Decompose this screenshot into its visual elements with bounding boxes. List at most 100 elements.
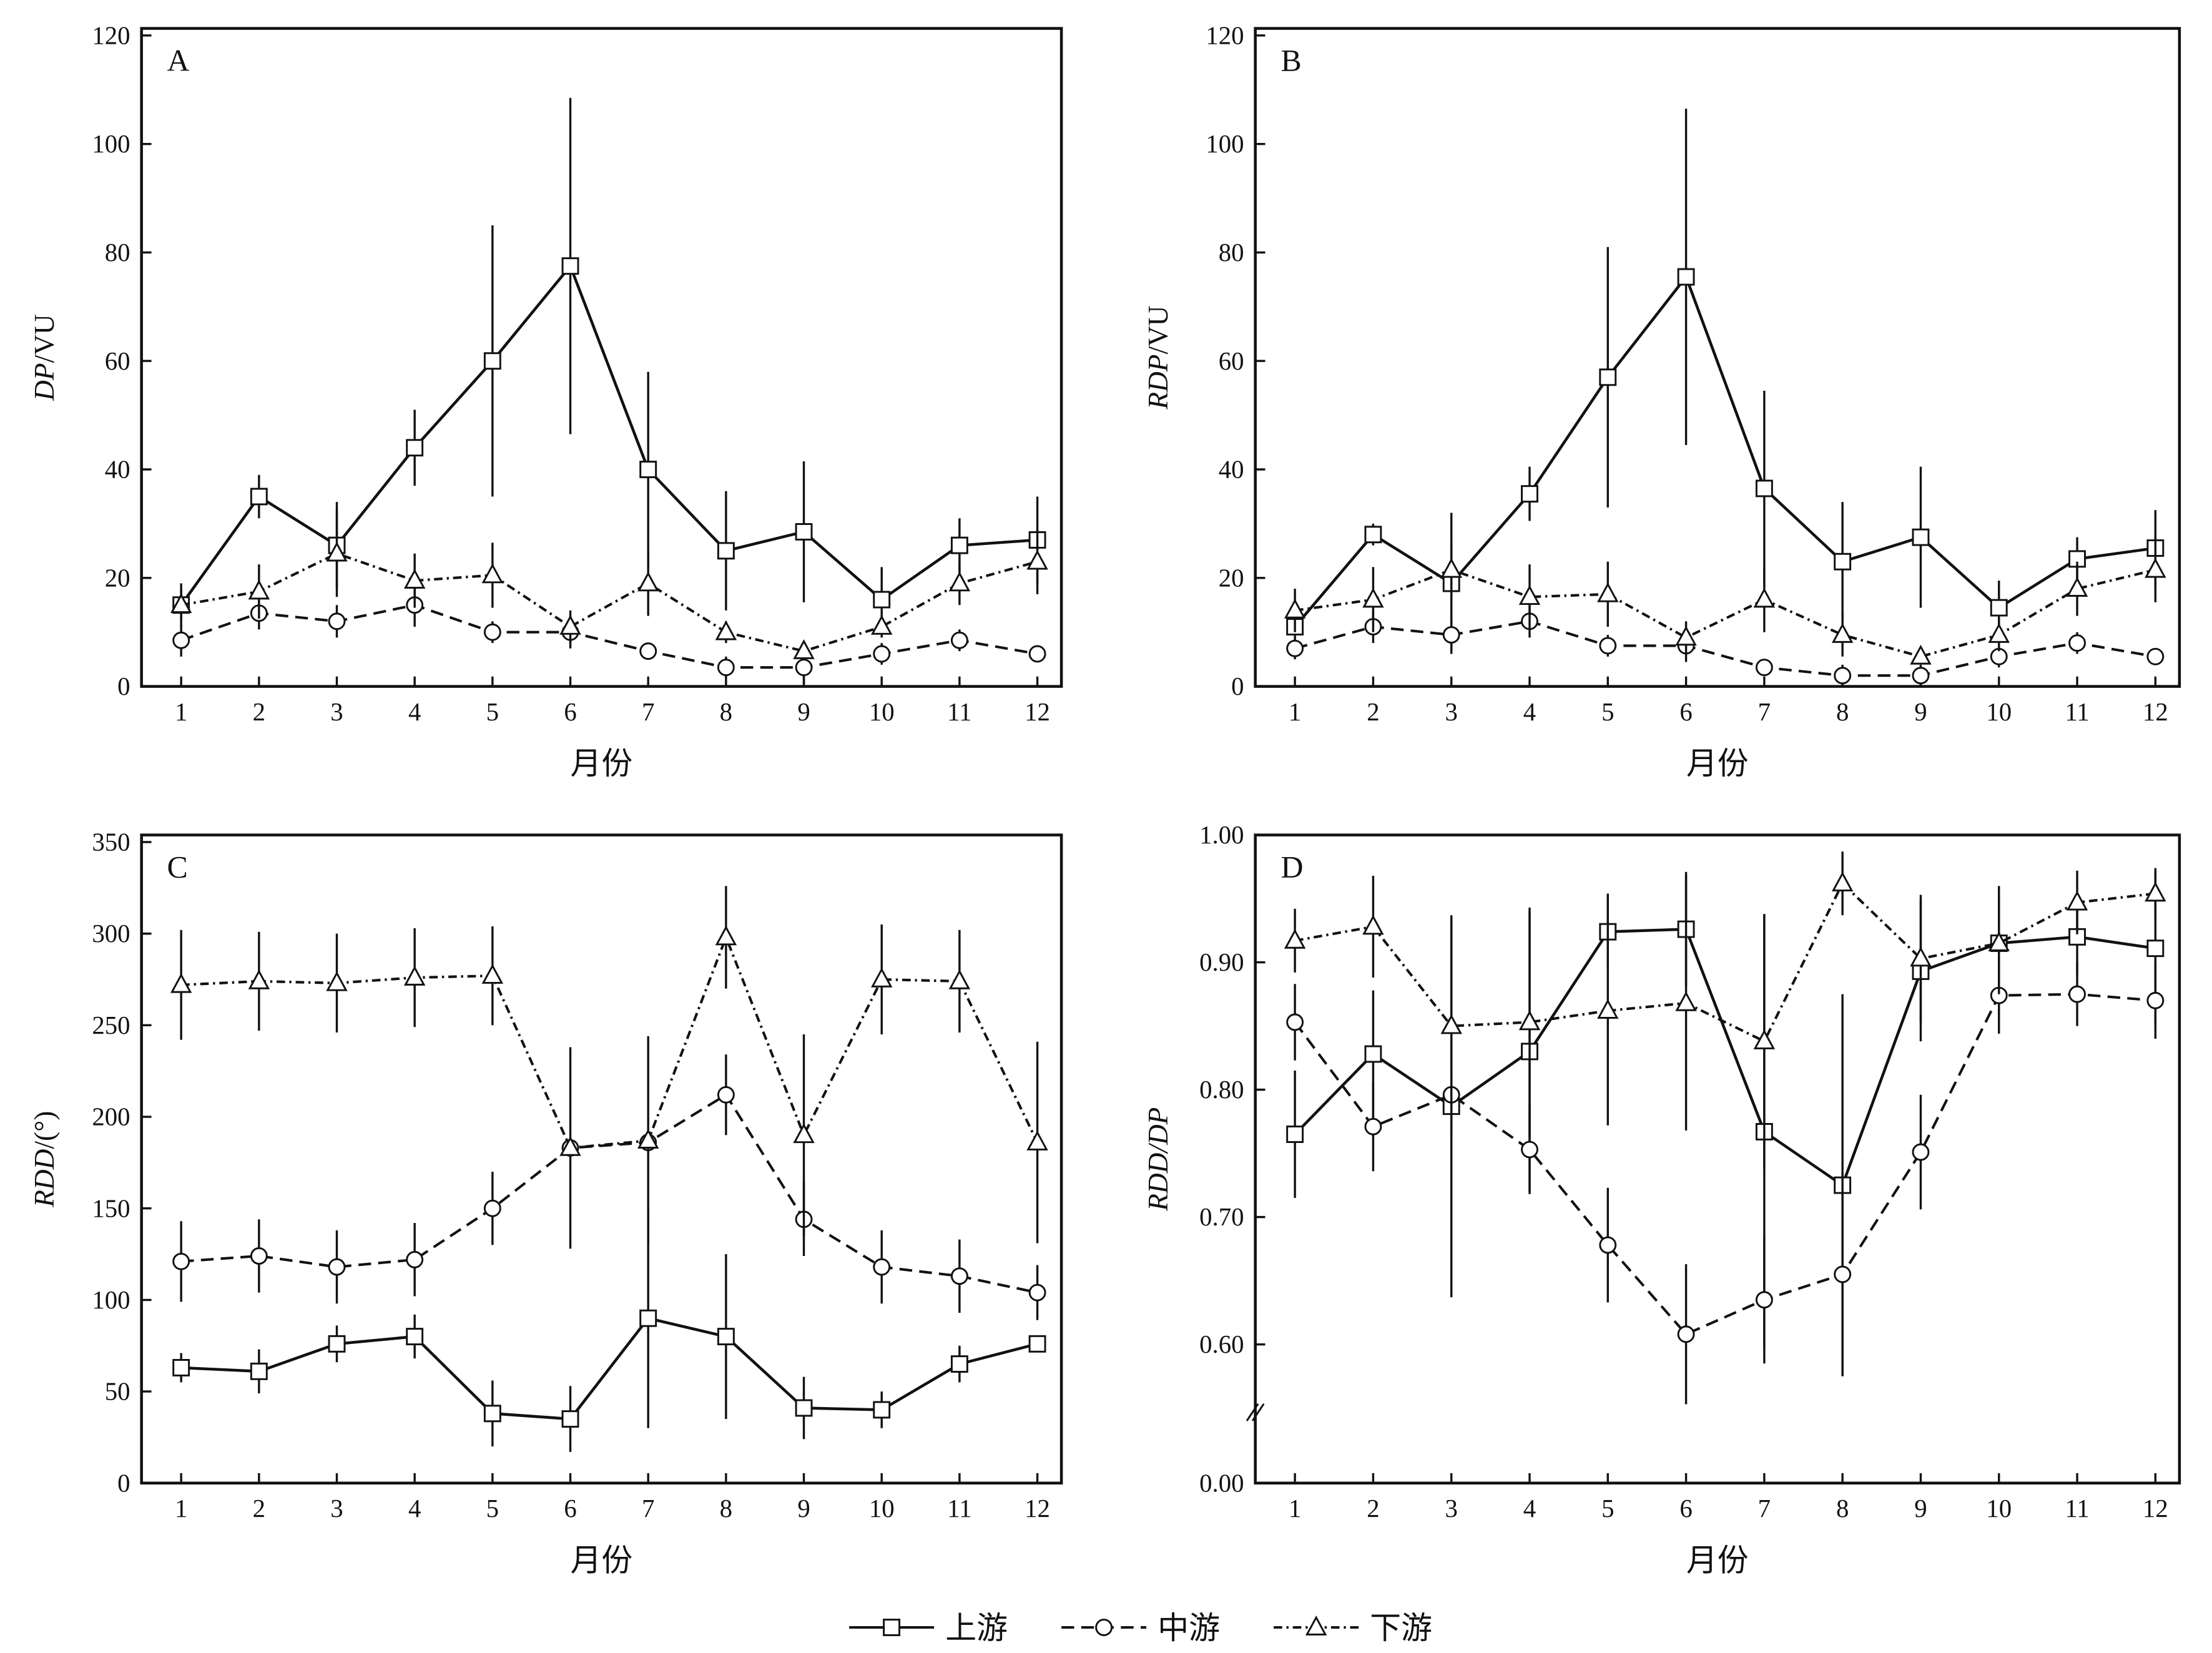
legend-item: 下游 [1274, 1611, 1432, 1646]
data-point [1912, 528, 1930, 546]
data-point [2066, 577, 2088, 597]
data-point [1677, 1325, 1695, 1343]
x-tick-label: 2 [1367, 698, 1379, 726]
y-tick-label: 0.80 [1199, 1076, 1244, 1104]
x-tick-label: 6 [1679, 698, 1692, 726]
x-tick-label: 8 [720, 1494, 732, 1523]
data-point [950, 631, 968, 649]
legend-marker [1305, 1616, 1327, 1636]
y-axis-label-unit: /(°) [29, 1111, 60, 1149]
data-point [2146, 939, 2165, 958]
series-下游 [1284, 537, 2166, 665]
series-line [181, 1317, 1038, 1421]
data-point [873, 1401, 891, 1419]
x-axis-label: 月份 [571, 747, 633, 781]
plot-frame [140, 833, 1063, 1485]
data-point [2146, 647, 2165, 665]
series-line [1294, 881, 2156, 1043]
data-point [561, 1410, 579, 1428]
legend-label: 下游 [1370, 1611, 1432, 1646]
x-tick-label: 3 [330, 698, 343, 726]
data-point [637, 1129, 659, 1149]
data-point [1597, 582, 1619, 602]
panel-label: D [1281, 850, 1303, 885]
data-point [795, 659, 813, 677]
data-point [1755, 479, 1773, 498]
series-line [180, 552, 1038, 653]
y-axis-label: RDP/VU [1143, 305, 1174, 410]
data-point [1597, 999, 1619, 1019]
y-axis-label-unit: /VU [29, 314, 60, 363]
data-point [406, 1250, 424, 1268]
y-tick-label: 60 [1219, 347, 1244, 375]
x-tick-label: 10 [869, 1494, 895, 1523]
y-axis-label-italic: RDD [29, 1149, 60, 1207]
x-tick-label: 5 [1601, 698, 1614, 726]
data-point [1599, 637, 1617, 655]
data-point [1284, 598, 1306, 619]
x-tick-label: 1 [1289, 1494, 1301, 1523]
data-point [248, 579, 270, 600]
y-tick-label: 40 [105, 456, 130, 484]
data-point [1286, 639, 1304, 657]
series-中游 [172, 1054, 1046, 1320]
series-line [180, 604, 1038, 669]
data-point [2146, 991, 2165, 1009]
y-tick-label: 80 [1219, 238, 1244, 267]
data-point [793, 639, 815, 659]
y-tick-label: 1.00 [1199, 821, 1244, 849]
x-tick-label: 12 [1025, 698, 1050, 726]
series-line [1294, 273, 2156, 628]
series-上游 [1286, 871, 2165, 1376]
x-tick-label: 7 [642, 1494, 654, 1523]
y-tick-label: 0.70 [1199, 1203, 1244, 1231]
data-point [1677, 268, 1695, 286]
x-tick-label: 4 [1523, 698, 1536, 726]
data-point [1834, 667, 1852, 685]
data-point [483, 1199, 501, 1217]
x-axis-label: 月份 [571, 1543, 633, 1577]
data-point [2145, 881, 2166, 902]
y-tick-label: 0.60 [1199, 1330, 1244, 1358]
y-tick-label: 60 [105, 347, 130, 375]
x-tick-label: 9 [1914, 1494, 1927, 1523]
data-point [328, 1258, 346, 1276]
data-point [1912, 1143, 1930, 1161]
data-point [1364, 1045, 1382, 1063]
data-point [950, 1355, 968, 1373]
legend: 上游 中游 下游 [849, 1611, 1432, 1646]
x-tick-label: 3 [1445, 1494, 1457, 1523]
x-tick-label: 1 [1289, 698, 1301, 726]
data-point [2068, 634, 2086, 652]
data-point [1831, 623, 1854, 643]
data-point [715, 925, 737, 946]
y-axis-label-unit: /VU [1143, 305, 1174, 354]
data-point [873, 1258, 891, 1276]
legend-item: 中游 [1061, 1611, 1220, 1646]
y-tick-label: 250 [92, 1011, 130, 1039]
data-point [172, 1359, 190, 1376]
data-point [483, 623, 501, 641]
data-point [795, 522, 813, 541]
x-tick-label: 5 [1601, 1494, 1614, 1523]
plot-frame [1254, 27, 2181, 688]
y-axis-label: DP/VU [29, 314, 60, 401]
data-point [1988, 931, 2010, 951]
x-tick-label: 9 [797, 698, 810, 726]
y-tick-label: 100 [1206, 130, 1244, 158]
y-axis-label: RDD/(°) [29, 1111, 60, 1208]
y-tick-label: 300 [92, 920, 130, 948]
series-上游 [1286, 109, 2165, 654]
data-point [1521, 1140, 1538, 1159]
data-point [1440, 557, 1462, 578]
data-point [1834, 552, 1852, 571]
data-point [1286, 1126, 1304, 1143]
x-tick-label: 5 [486, 698, 499, 726]
data-point [637, 571, 659, 592]
y-tick-label: 0.00 [1199, 1469, 1244, 1497]
data-point [561, 257, 579, 275]
